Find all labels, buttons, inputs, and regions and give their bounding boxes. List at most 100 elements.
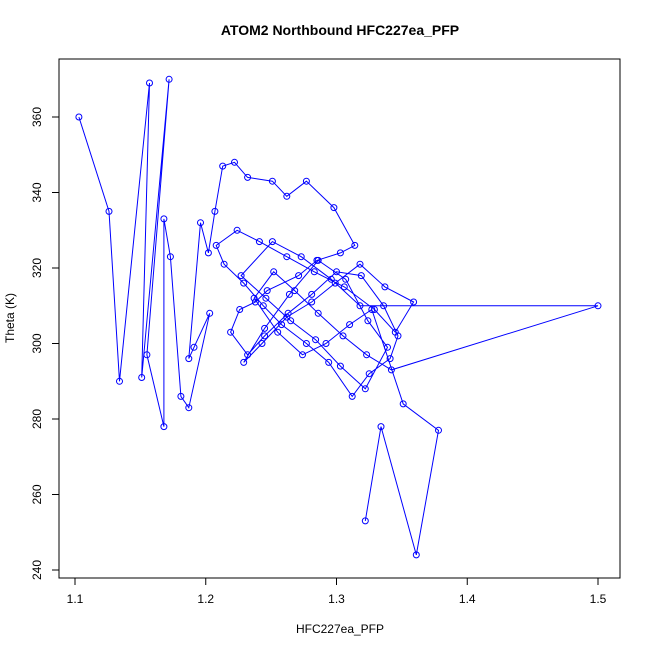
data-point [211,207,219,215]
data-point [237,272,245,280]
data-point [206,309,214,317]
data-point [346,321,354,329]
y-tick-label: 240 [30,560,44,580]
data-point [284,309,292,317]
data-point [166,253,174,261]
data-point [146,79,153,87]
data-point [410,298,418,306]
data-point [381,283,389,291]
data-point [377,423,385,431]
y-tick-label: 340 [30,182,44,202]
data-point [204,249,212,257]
data-point [268,238,276,246]
points-layer [75,75,602,559]
data-point [302,340,310,347]
data-point [240,358,248,366]
data-point [177,392,185,400]
data-point [75,113,83,121]
y-tick-label: 260 [30,484,44,504]
data-point [233,226,241,234]
data-point [227,328,235,336]
data-point [270,268,278,276]
data-point [212,241,220,249]
data-point [361,517,369,525]
data-point [356,260,364,268]
data-point [314,309,322,317]
data-point [240,279,248,287]
data-point [325,358,333,366]
data-point [357,272,365,280]
data-point [219,162,227,170]
series-line [78,79,599,556]
data-point [339,332,347,340]
data-point [285,290,293,298]
data-point [351,241,359,249]
data-point [261,332,269,340]
data-point [330,204,338,212]
data-point [165,75,173,83]
data-point [412,551,420,559]
data-point [340,283,348,291]
data-point [255,238,263,246]
data-point [297,253,305,261]
x-tick-label: 1.5 [590,592,607,606]
y-tick-label: 300 [30,333,44,353]
data-point [370,306,378,313]
data-point [283,313,291,321]
data-point [283,253,291,261]
data-point [262,294,270,302]
data-point [251,298,259,306]
data-point [384,343,391,351]
y-tick-label: 280 [30,409,44,429]
data-point [185,355,193,363]
data-point [299,351,306,359]
data-point [348,392,356,400]
x-tick-label: 1.3 [328,592,345,606]
data-point [333,268,340,276]
data-point [278,321,286,329]
data-point [594,302,602,310]
x-tick-label: 1.1 [67,592,84,606]
x-axis-label: HFC227ea_PFP [296,622,384,636]
data-point [143,351,151,359]
data-point [399,400,407,408]
data-point [364,317,372,325]
data-point [387,366,395,374]
data-point [308,290,316,298]
data-point [261,324,269,332]
data-point [259,302,267,310]
data-point [236,306,244,313]
data-point [160,215,168,223]
data-point [231,158,238,166]
data-point [250,294,258,302]
data-point [268,177,276,185]
data-point [274,328,282,336]
data-point [361,385,369,393]
data-point [386,355,394,363]
data-point [336,249,344,257]
data-point [185,404,193,412]
data-point [308,298,316,306]
data-point [368,306,376,313]
data-point [263,287,271,295]
data-point [105,207,113,215]
y-axis: 240 260 280 300 320 340 360 [30,107,60,580]
data-point [291,287,299,295]
data-point [336,362,344,370]
data-point [327,275,335,283]
data-point [302,177,310,185]
data-point [435,426,442,434]
data-point [138,374,146,381]
data-point [312,336,320,344]
y-tick-label: 360 [30,107,44,127]
data-point [380,302,388,310]
data-point [295,272,303,280]
data-point [331,279,339,287]
data-point [220,260,228,268]
data-point [244,173,252,181]
data-point [258,340,266,347]
chart-title: ATOM2 Northbound HFC227ea_PFP [221,22,459,38]
data-point [322,340,330,347]
